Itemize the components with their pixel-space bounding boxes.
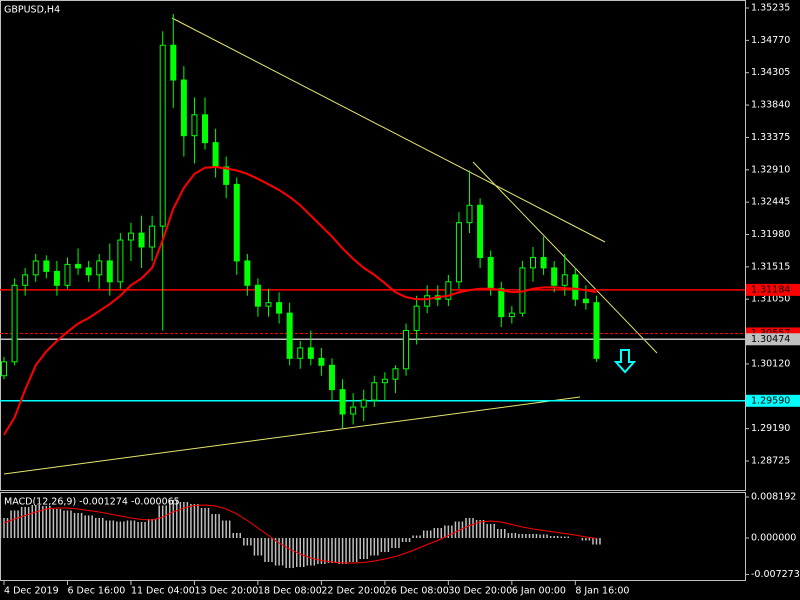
candle-body [561,274,568,286]
candle-body [159,44,166,227]
candle-body [1,361,7,377]
candle-body [551,267,558,286]
signal-line [3,504,597,564]
candle-body [360,399,367,408]
y-tick-label: 0.008192 [751,491,796,502]
candle-body [530,256,536,269]
x-tick-label: 6 Dec 16:00 [67,586,125,597]
candle-body [381,378,388,384]
level-label-box [746,283,800,296]
x-tick-label: 26 Dec 08:00 [385,586,449,597]
down-arrow [613,349,637,374]
y-tick-label: 1.30120 [751,358,790,369]
candle-body [487,256,494,290]
level-label-box [746,333,800,346]
candle-body [498,288,505,318]
level-label: 1.30474 [751,334,790,345]
trend-line [171,17,606,243]
candle-body [32,260,39,276]
candle-body [170,44,177,81]
y-tick-label: 1.32445 [751,197,790,208]
candle-body [403,330,410,370]
candle-body [445,281,452,300]
x-tick-label: 6 Jan 00:00 [512,586,566,597]
level-label-box [746,394,800,407]
level-label: 1.29590 [751,395,790,406]
candle-body [180,79,187,137]
candle-body [53,270,60,286]
x-tick-label: 18 Dec 08:00 [258,586,322,597]
candle-body [572,274,579,300]
candle-body [276,302,283,314]
x-tick-label: 8 Jan 16:00 [575,586,629,597]
candle-body [244,260,251,286]
candle-body [117,239,124,283]
candle-body [350,406,357,415]
candle-body [75,263,82,269]
candle-body [191,114,198,137]
main-frame [0,0,746,491]
candle-body [96,260,103,276]
candle-body [307,347,314,359]
macd-title: MACD(12,26,9) -0.001274 -0.000065 [4,497,180,508]
y-tick-label: 1.29190 [751,423,790,434]
candle-body [540,256,547,269]
candle-body [149,225,156,248]
y-tick-label: 1.33840 [751,100,790,111]
candle-body [339,389,346,415]
candle-body [286,312,293,359]
candle-body [265,302,272,307]
candle-body [233,183,240,262]
candle-body [297,347,304,359]
moving-average [3,165,597,436]
candle-body [508,312,515,318]
y-tick-label: 1.34770 [751,35,790,46]
y-tick-label: 1.31515 [751,261,790,272]
candle-body [424,295,431,307]
candle-body [413,305,420,332]
chart-title: GBPUSD,H4 [4,5,60,16]
level-label: 1.31184 [751,284,790,295]
y-tick-label: 1.34305 [751,67,790,78]
x-tick-label: 11 Dec 04:00 [131,586,195,597]
candle-body [106,260,113,283]
candle-body [593,302,600,359]
candle-body [455,222,462,283]
candle-body [392,368,399,380]
candle-body [223,166,230,185]
candle-body [85,267,92,276]
plot-layer: 1.35235 1.34770 1.34305 1.33840 1.33375 1.329… [0,3,800,597]
x-tick-label: 30 Dec 20:00 [448,586,512,597]
y-tick-label: 1.28725 [751,455,790,466]
candle-body [22,274,29,286]
candle-body [212,142,219,168]
y-tick-label: 1.35235 [751,3,790,14]
y-tick-label: 1.31980 [751,229,790,240]
x-tick-label: 13 Dec 20:00 [194,586,258,597]
candle-body [43,260,50,272]
candle-body [466,204,473,224]
y-tick-label: 1.32910 [751,164,790,175]
x-tick-label: 22 Dec 20:00 [321,586,385,597]
candle-body [477,204,484,258]
y-tick-label: -0.007273 [751,569,800,580]
candle-body [127,232,134,241]
candle-body [254,284,261,307]
y-tick-label: 1.31050 [751,294,790,305]
y-tick-label: 0.000000 [751,533,796,544]
candle-body [64,263,71,286]
candle-body [202,114,209,144]
candle-body [318,357,325,366]
candle-body [371,382,378,401]
x-tick-label: 4 Dec 2019 [4,586,59,597]
candle-body [328,364,335,391]
candle-body [11,284,18,363]
candle-body [582,298,589,304]
y-tick-label: 1.33375 [751,132,790,143]
trend-line [3,396,581,475]
candle-body [138,232,145,248]
